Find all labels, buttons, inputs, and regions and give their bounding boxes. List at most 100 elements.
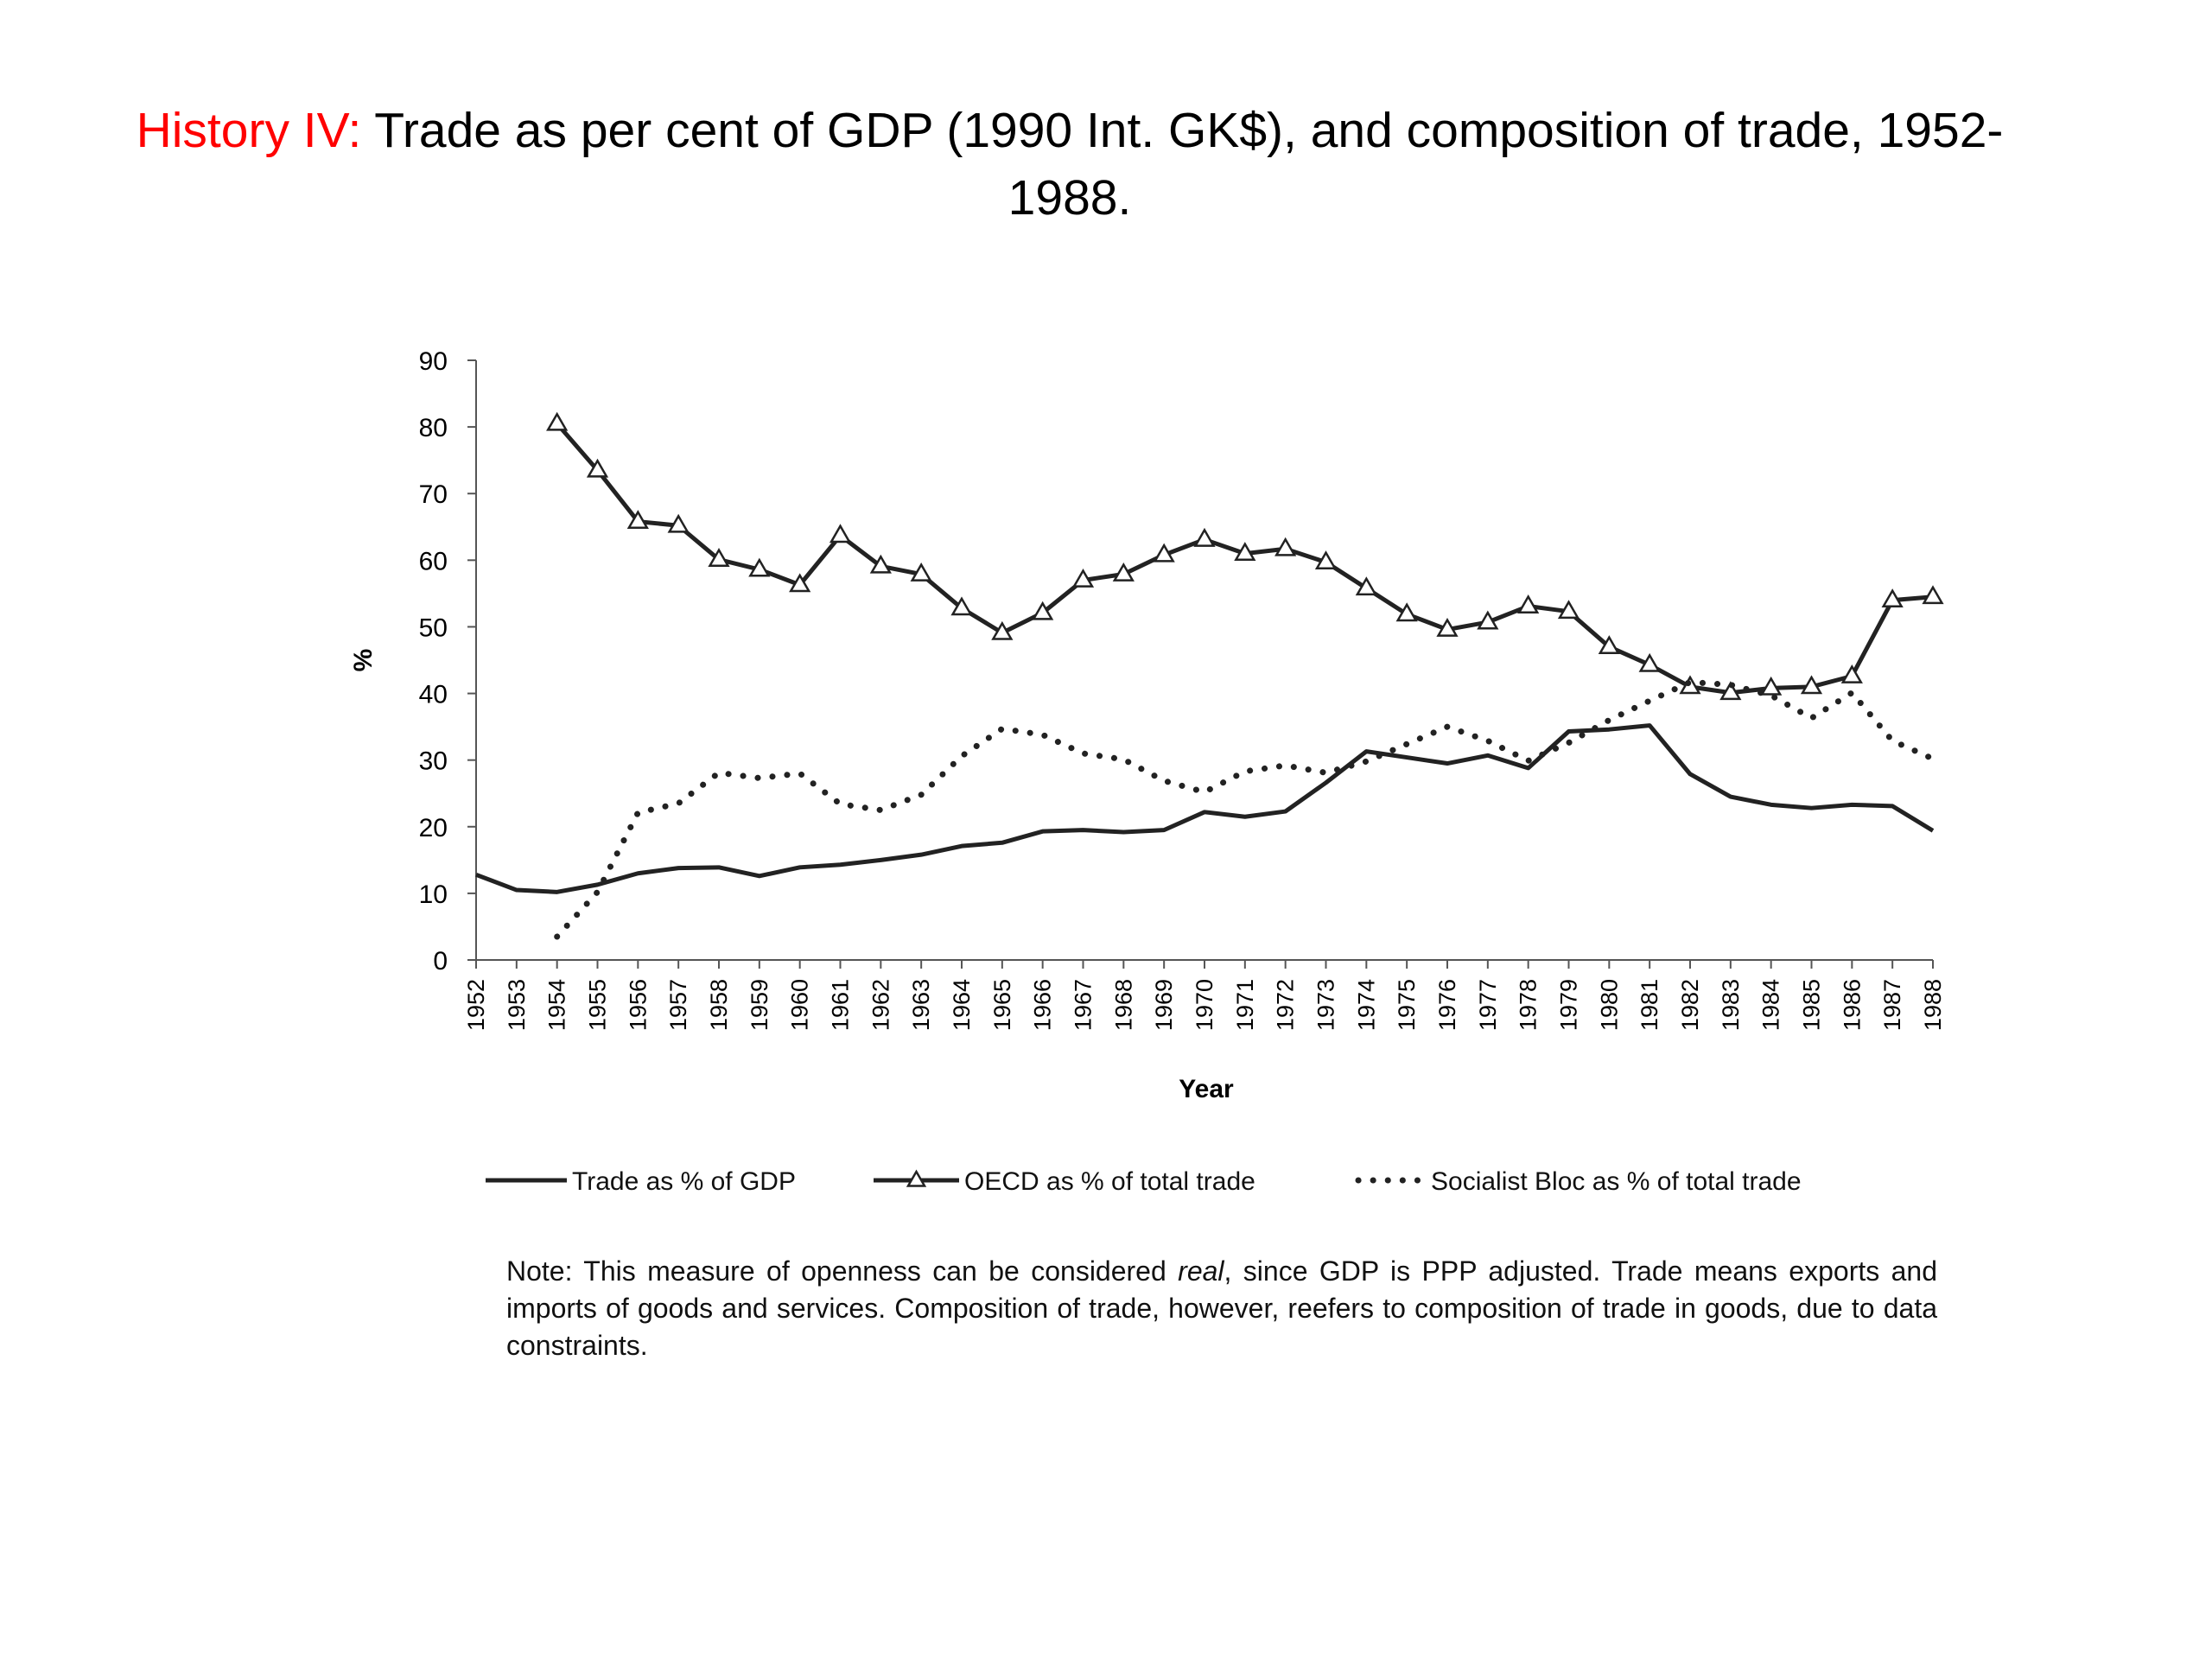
x-tick-label: 1969: [1151, 979, 1177, 1031]
x-tick-label: 1971: [1232, 979, 1258, 1031]
x-tick-label: 1966: [1030, 979, 1056, 1031]
data-point-triangle: [1355, 576, 1377, 596]
data-point-triangle: [626, 510, 649, 530]
data-point-triangle: [789, 573, 811, 593]
data-point-triangle: [1395, 602, 1418, 622]
legend-label: OECD as % of total trade: [964, 1167, 1255, 1196]
data-point-triangle: [1760, 676, 1783, 696]
x-tick-label: 1983: [1718, 979, 1744, 1031]
x-tick-label: 1961: [828, 979, 854, 1031]
x-tick-label: 1985: [1799, 979, 1825, 1031]
x-tick-label: 1981: [1637, 979, 1662, 1031]
x-tick-label: 1953: [504, 979, 530, 1031]
y-tick-label: 40: [419, 681, 448, 709]
legend-item-1: Trade as % of GDP: [486, 1167, 796, 1196]
data-point-triangle: [586, 458, 609, 478]
x-tick-label: 1986: [1839, 979, 1865, 1031]
x-tick-label: 1980: [1596, 979, 1622, 1031]
x-tick-label: 1952: [463, 979, 489, 1031]
data-point-triangle: [1517, 594, 1540, 613]
data-point-triangle: [1153, 543, 1175, 563]
y-tick-label: 30: [419, 747, 448, 776]
data-point-triangle: [1193, 527, 1216, 547]
data-point-triangle: [1638, 652, 1661, 672]
y-axis-title: %: [349, 649, 378, 672]
chart-note: Note: This measure of openness can be co…: [506, 1253, 1937, 1364]
data-point-triangle: [1598, 635, 1620, 654]
data-point: [1932, 758, 1934, 760]
data-point-triangle: [1436, 618, 1459, 637]
data-point-triangle: [1477, 610, 1499, 630]
data-point-triangle: [991, 620, 1014, 640]
note-emphasis: real: [1178, 1255, 1224, 1287]
series-line: [475, 723, 1935, 894]
data-point-triangle: [546, 411, 569, 431]
y-tick-label: 50: [419, 613, 448, 642]
x-tick-label: 1984: [1758, 979, 1784, 1031]
series-line: [554, 678, 1936, 940]
x-tick-label: 1962: [868, 979, 893, 1031]
data-point: [718, 772, 720, 773]
data-point-triangle: [1112, 563, 1135, 582]
series-3: [554, 678, 1936, 940]
data-point-triangle: [1719, 681, 1742, 701]
x-tick-label: 1979: [1556, 979, 1582, 1031]
x-axis: 1952 1953 1954 1955 1956 1957 1958 1959 1960 1961…: [463, 959, 1946, 1103]
data-point: [1204, 791, 1205, 793]
y-tick-label: 90: [419, 347, 448, 376]
legend-label: Socialist Bloc as % of total trade: [1431, 1167, 1802, 1196]
series-1: [475, 723, 1935, 894]
data-point-triangle: [1800, 675, 1823, 695]
legend-triangle-marker: [906, 1169, 927, 1187]
note-suffix: , since GDP is PPP adjusted. Trade means…: [506, 1255, 1938, 1361]
x-tick-label: 1988: [1920, 979, 1946, 1031]
data-point-triangle: [1314, 550, 1338, 570]
legend-item-3: Socialist Bloc as % of total trade: [1355, 1167, 1802, 1196]
slide-title-prefix: History IV:: [136, 103, 362, 158]
series-2: [546, 411, 1944, 701]
y-tick-label: 60: [419, 547, 448, 575]
x-tick-label: 1959: [747, 979, 772, 1031]
data-point-triangle: [1881, 588, 1904, 607]
note-prefix: Note: This measure of openness can be co…: [506, 1255, 1179, 1287]
x-tick-label: 1965: [989, 979, 1015, 1031]
data-point-triangle: [829, 524, 852, 543]
data-point-triangle: [667, 513, 690, 533]
legend: Trade as % of GDP OECD as % of total trad…: [486, 1167, 1802, 1196]
x-tick-label: 1970: [1192, 979, 1217, 1031]
x-tick-label: 1976: [1434, 979, 1460, 1031]
y-tick-label: 0: [433, 947, 448, 976]
x-tick-label: 1987: [1879, 979, 1905, 1031]
data-point-triangle: [1840, 664, 1863, 683]
y-tick-label: 80: [419, 414, 448, 442]
y-tick-label: 20: [419, 814, 448, 842]
x-tick-label: 1974: [1353, 979, 1379, 1031]
data-point: [1163, 780, 1165, 782]
data-point-triangle: [1557, 600, 1580, 620]
data-point-triangle: [950, 596, 973, 616]
y-tick-label: 10: [419, 880, 448, 909]
data-point: [1122, 759, 1124, 760]
x-tick-label: 1954: [544, 979, 570, 1031]
y-axis: 0 10 20 30 40 50 60 70 80 90%: [349, 347, 477, 976]
data-point-triangle: [910, 563, 932, 582]
data-point: [840, 804, 842, 805]
x-tick-label: 1977: [1475, 979, 1501, 1031]
x-tick-label: 1975: [1394, 979, 1420, 1031]
slide-title-main: Trade as per cent of GDP (1990 Int. GK$)…: [374, 103, 2004, 226]
x-tick-label: 1963: [908, 979, 934, 1031]
x-tick-label: 1958: [706, 979, 732, 1031]
x-tick-label: 1967: [1071, 979, 1096, 1031]
data-point: [1285, 765, 1287, 766]
x-tick-label: 1973: [1313, 979, 1339, 1031]
data-point-triangle: [748, 557, 771, 577]
data-point: [1891, 740, 1893, 741]
x-tick-label: 1955: [585, 979, 611, 1031]
y-tick-label: 70: [419, 480, 448, 509]
x-tick-label: 1957: [665, 979, 691, 1031]
data-point-triangle: [1922, 585, 1944, 605]
x-tick-label: 1956: [625, 979, 651, 1031]
legend-label: Trade as % of GDP: [572, 1167, 796, 1196]
series-layer: [475, 411, 1944, 940]
